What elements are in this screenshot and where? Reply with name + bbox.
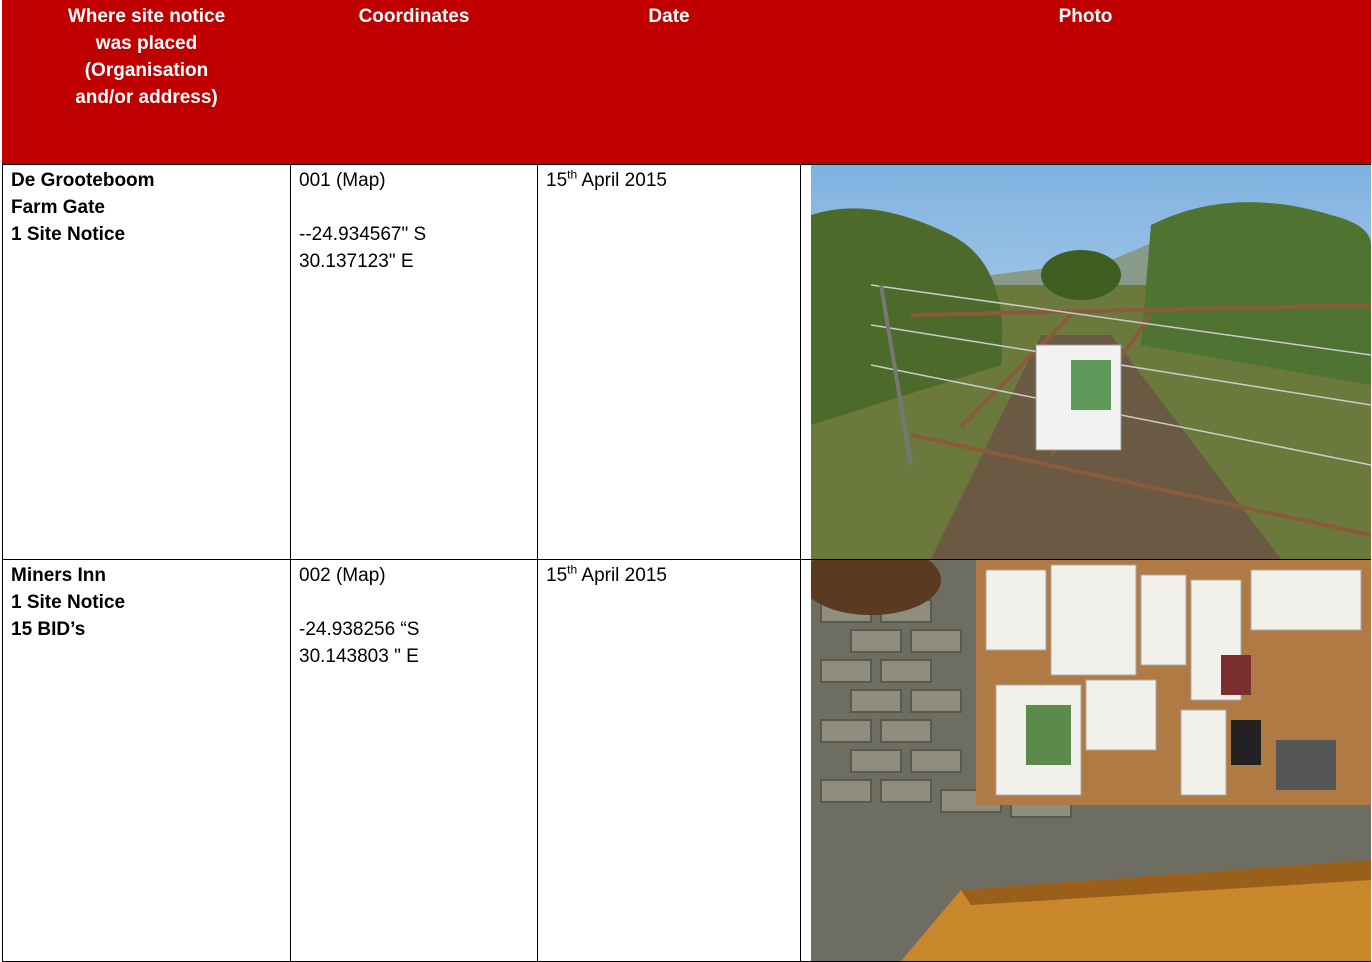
header-row: Where site notice was placed (Organisati… <box>2 0 1371 165</box>
photo-noticeboard <box>811 560 1371 961</box>
table-row: Miners Inn 1 Site Notice 15 BID’s 002 (M… <box>2 559 1371 962</box>
date-cell: 15th April 2015 <box>537 164 801 560</box>
header-cell: Coordinates <box>290 0 538 165</box>
location-text: 1 Site Notice <box>11 224 126 245</box>
location-text: De Grooteboom <box>11 170 155 191</box>
map-ref: 002 (Map) <box>299 565 386 586</box>
date-rest: April 2015 <box>581 565 667 586</box>
header-text: Date <box>648 6 690 27</box>
header-text: was placed <box>95 33 198 54</box>
coordinates-cell: 001 (Map) --24.934567" S 30.137123" E <box>290 164 538 560</box>
location-text: Farm Gate <box>11 197 105 218</box>
coordinate: 30.143803 " E <box>299 646 419 667</box>
location-text: Miners Inn <box>11 565 107 586</box>
date-cell: 15th April 2015 <box>537 559 801 962</box>
date-rest: April 2015 <box>581 170 667 191</box>
coordinate: --24.934567" S <box>299 224 427 245</box>
header-cell: Where site notice was placed (Organisati… <box>2 0 291 165</box>
table-row: De Grooteboom Farm Gate 1 Site Notice 00… <box>2 164 1371 560</box>
map-ref: 001 (Map) <box>299 170 386 191</box>
coordinate: -24.938256 “S <box>299 619 420 640</box>
header-text: and/or address) <box>75 87 218 108</box>
photo-cell <box>800 559 1371 962</box>
date-suffix: th <box>567 167 578 182</box>
header-cell: Date <box>537 0 801 165</box>
coordinate: 30.137123" E <box>299 251 414 272</box>
location-text: 1 Site Notice <box>11 592 126 613</box>
photo-gate <box>811 165 1371 559</box>
location-cell: Miners Inn 1 Site Notice 15 BID’s <box>2 559 291 962</box>
coordinates-cell: 002 (Map) -24.938256 “S 30.143803 " E <box>290 559 538 962</box>
header-text: Where site notice <box>67 6 226 27</box>
header-cell: Photo <box>800 0 1371 165</box>
date-day: 15 <box>546 565 568 586</box>
header-text: (Organisation <box>84 60 209 81</box>
location-cell: De Grooteboom Farm Gate 1 Site Notice <box>2 164 291 560</box>
header-text: Photo <box>1058 6 1113 27</box>
location-text: 15 BID’s <box>11 619 86 640</box>
header-text: Coordinates <box>358 6 470 27</box>
date-day: 15 <box>546 170 568 191</box>
photo-cell <box>800 164 1371 560</box>
date-suffix: th <box>567 562 578 577</box>
